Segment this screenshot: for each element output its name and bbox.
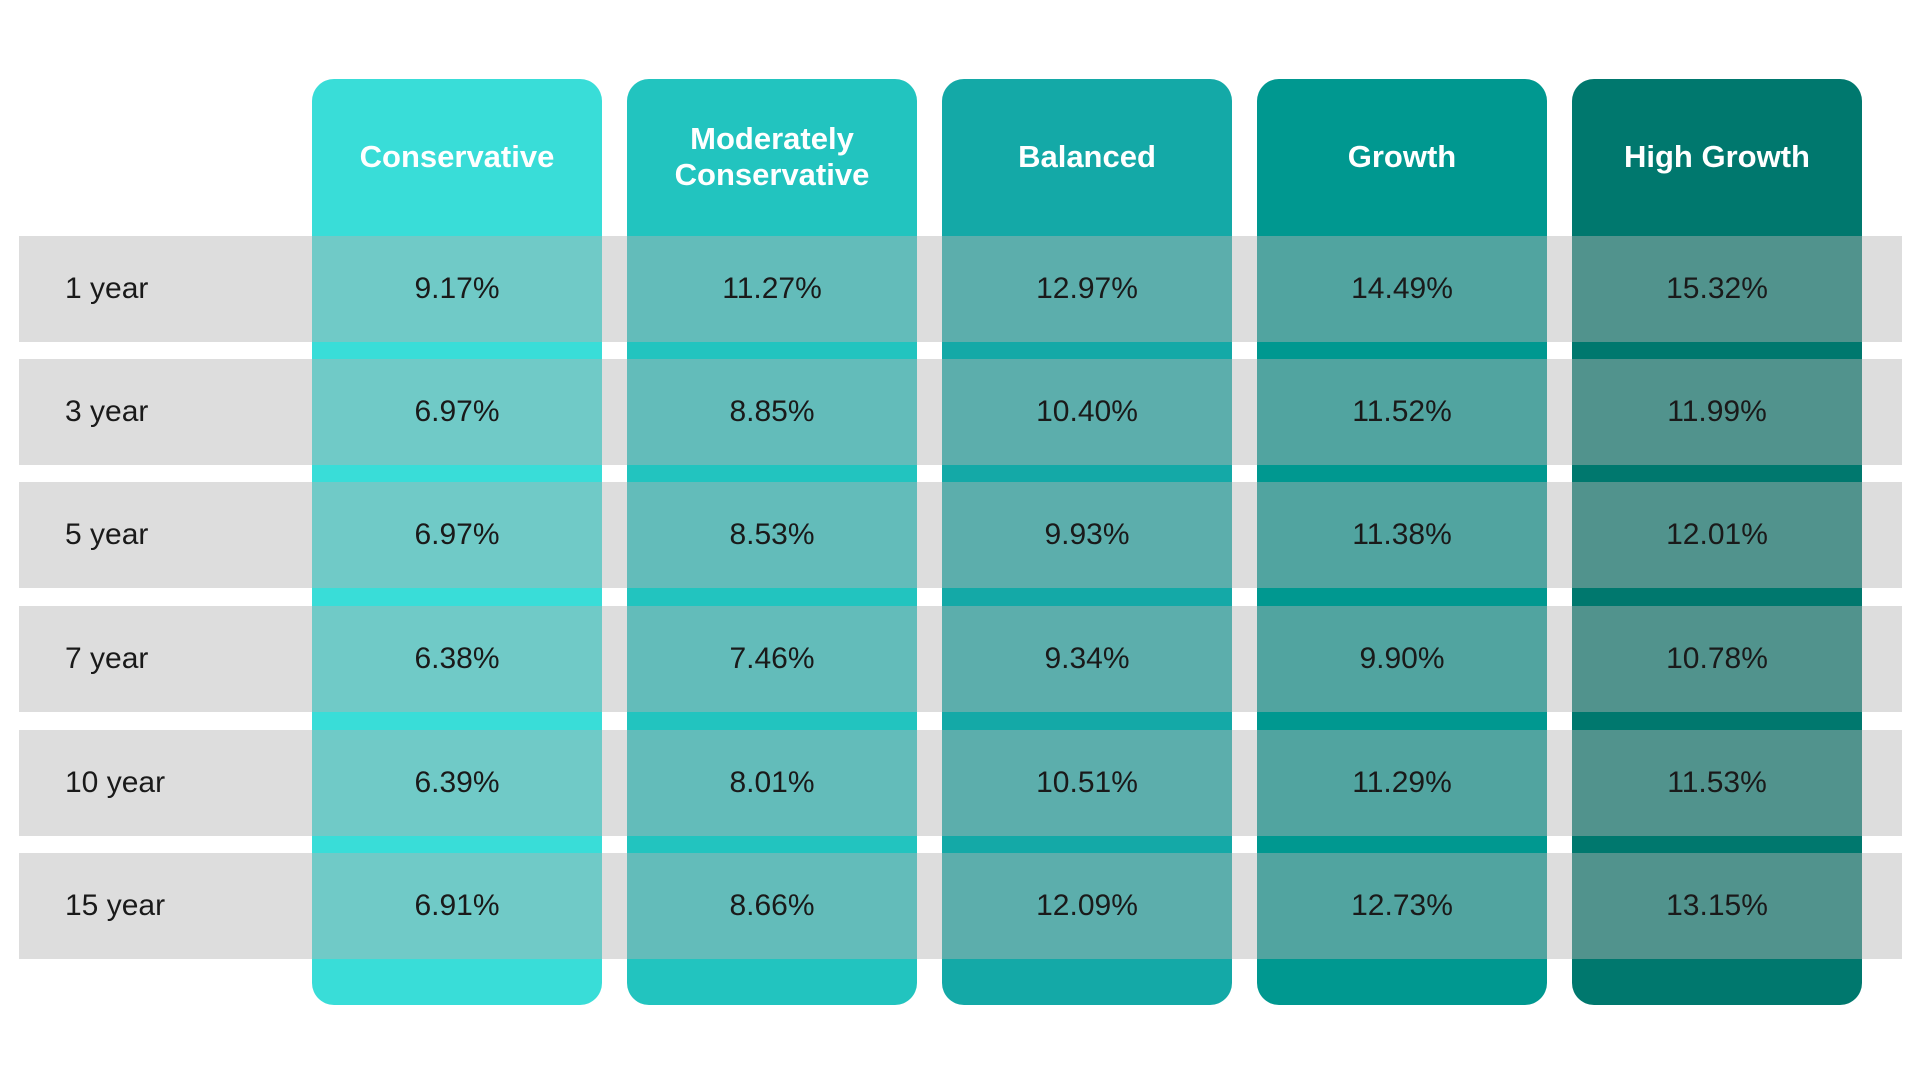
table-cell: 10.51% (1036, 766, 1138, 799)
column-background-growth (1257, 79, 1547, 1005)
table-cell: 11.27% (722, 272, 822, 305)
table-cell: 15.32% (1666, 272, 1768, 305)
table-cell: 6.39% (414, 766, 500, 799)
table-cell: 14.49% (1351, 272, 1453, 305)
column-header-high-growth: High Growth (1624, 138, 1810, 174)
column-header-moderately-conservative: Moderately Conservative (674, 120, 870, 192)
table-cell: 8.85% (729, 395, 815, 428)
row-band-7-year (19, 606, 1902, 712)
table-cell: 8.01% (729, 766, 815, 799)
column-background-moderately-conservative (627, 79, 917, 1005)
table-cell: 12.73% (1351, 889, 1453, 922)
table-cell: 9.17% (414, 272, 500, 305)
column-header-growth: Growth (1347, 138, 1457, 174)
table-cell: 7.46% (729, 642, 815, 675)
table-cell: 12.97% (1036, 272, 1138, 305)
table-cell: 6.97% (414, 395, 500, 428)
table-cell: 11.52% (1352, 395, 1452, 428)
table-cell: 11.29% (1352, 766, 1452, 799)
table-cell: 12.01% (1666, 518, 1768, 551)
table-cell: 9.93% (1044, 518, 1130, 551)
table-cell: 9.34% (1044, 642, 1130, 675)
row-label-7-year: 7 year (65, 642, 149, 675)
row-label-10-year: 10 year (65, 766, 166, 799)
row-label-3-year: 3 year (65, 395, 149, 428)
table-cell: 8.66% (729, 889, 815, 922)
table-cell: 13.15% (1666, 889, 1768, 922)
table-cell: 8.53% (729, 518, 815, 551)
table-cell: 9.90% (1359, 642, 1445, 675)
column-header-conservative: Conservative (359, 138, 555, 174)
table-cell: 10.78% (1666, 642, 1768, 675)
table-cell: 12.09% (1036, 889, 1138, 922)
column-background-conservative (312, 79, 602, 1005)
table-cell: 10.40% (1036, 395, 1138, 428)
row-band-5-year (19, 482, 1902, 588)
table-cell: 6.91% (414, 889, 500, 922)
row-label-5-year: 5 year (65, 518, 149, 551)
table-cell: 11.53% (1667, 766, 1767, 799)
table-cell: 6.38% (414, 642, 500, 675)
column-header-balanced: Balanced (1018, 138, 1156, 174)
table-cell: 11.38% (1352, 518, 1452, 551)
row-label-1-year: 1 year (65, 272, 149, 305)
table-cell: 11.99% (1667, 395, 1767, 428)
column-background-high-growth (1572, 79, 1862, 1005)
table-cell: 6.97% (414, 518, 500, 551)
row-band-15-year (19, 853, 1902, 959)
row-band-10-year (19, 730, 1902, 836)
row-band-3-year (19, 359, 1902, 465)
row-label-15-year: 15 year (65, 889, 166, 922)
row-band-1-year (19, 236, 1902, 342)
column-background-balanced (942, 79, 1232, 1005)
